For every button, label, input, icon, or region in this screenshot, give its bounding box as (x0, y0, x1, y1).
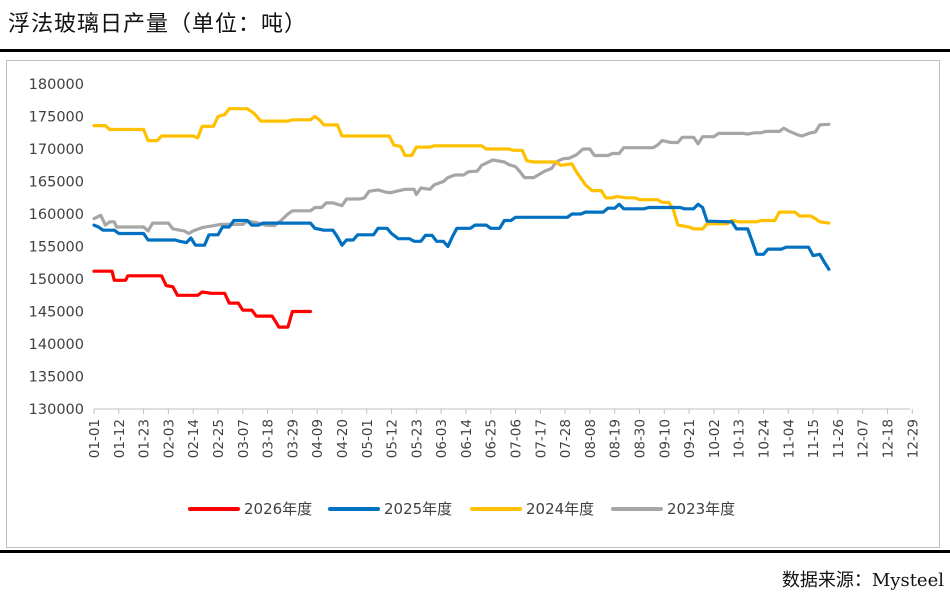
x-tick-label: 11-26 (831, 419, 847, 458)
y-tick-label: 140000 (29, 337, 84, 353)
x-tick-label: 06-03 (434, 419, 450, 458)
x-tick-label: 11-15 (806, 419, 822, 458)
y-tick-label: 180000 (29, 77, 84, 93)
y-tick-label: 165000 (29, 175, 84, 191)
y-tick-label: 130000 (29, 402, 84, 418)
y-tick-label: 175000 (29, 110, 84, 126)
top-rule (0, 49, 950, 52)
x-tick-label: 04-09 (310, 419, 326, 458)
x-tick-label: 04-20 (335, 419, 351, 458)
x-tick-label: 05-01 (360, 419, 376, 458)
x-tick-label: 06-25 (484, 419, 500, 458)
x-tick-label: 07-17 (533, 419, 549, 458)
x-tick-label: 10-13 (732, 419, 748, 458)
y-tick-label: 160000 (29, 207, 84, 223)
y-tick-label: 145000 (29, 305, 84, 321)
x-tick-label: 03-18 (261, 419, 277, 458)
y-tick-label: 135000 (29, 370, 84, 386)
x-tick-label: 08-08 (583, 419, 599, 458)
x-tick-label: 12-18 (880, 419, 896, 458)
y-tick-label: 155000 (29, 240, 84, 256)
series-line-2025年度 (92, 202, 831, 271)
x-tick-label: 07-28 (558, 419, 574, 458)
x-tick-label: 01-23 (137, 419, 153, 458)
x-tick-label: 10-02 (707, 419, 723, 458)
x-tick-label: 09-21 (682, 419, 698, 458)
x-tick-label: 01-01 (87, 419, 103, 458)
series-line-2023年度 (92, 122, 831, 236)
x-tick-label: 05-12 (385, 419, 401, 458)
x-tick-label: 06-14 (459, 419, 475, 458)
x-tick-label: 08-30 (633, 419, 649, 458)
legend-label: 2024年度 (526, 500, 594, 518)
bottom-rule (0, 550, 950, 553)
legend-label: 2026年度 (244, 500, 312, 518)
series-line-2024年度 (92, 107, 831, 231)
x-tick-label: 03-29 (285, 419, 301, 458)
x-tick-label: 12-29 (905, 419, 921, 458)
legend: 2026年度 2025年度 2024年度 2023年度 (188, 500, 735, 518)
legend-label: 2025年度 (384, 500, 452, 518)
x-tick-label: 01-12 (112, 419, 128, 458)
x-tick-label: 07-06 (509, 419, 525, 458)
y-tick-label: 170000 (29, 142, 84, 158)
x-tick-label: 12-07 (856, 419, 872, 458)
x-tick-label: 10-24 (756, 419, 772, 458)
x-tick-label: 11-04 (781, 419, 797, 458)
legend-label: 2023年度 (667, 500, 735, 518)
x-axis: 01-01 01-12 01-23 02-03 02-14 02-25 03-07 03-18… (87, 408, 921, 458)
data-source: 数据来源：Mysteel (781, 570, 944, 591)
x-tick-label: 09-10 (657, 419, 673, 458)
x-tick-label: 02-25 (211, 419, 227, 458)
plot-lines (92, 107, 831, 329)
x-tick-label: 02-14 (186, 419, 202, 458)
x-tick-label: 05-23 (409, 419, 425, 458)
x-tick-label: 02-03 (161, 419, 177, 458)
chart-frame (6, 60, 940, 548)
y-tick-label: 150000 (29, 272, 84, 288)
chart-title: 浮法玻璃日产量（单位：吨） (8, 12, 308, 37)
x-tick-label: 03-07 (236, 419, 252, 458)
x-tick-label: 08-19 (608, 419, 624, 458)
series-line-2026年度 (92, 269, 312, 329)
y-axis: 130000 135000 140000 145000 150000 155000 1600… (29, 77, 84, 418)
